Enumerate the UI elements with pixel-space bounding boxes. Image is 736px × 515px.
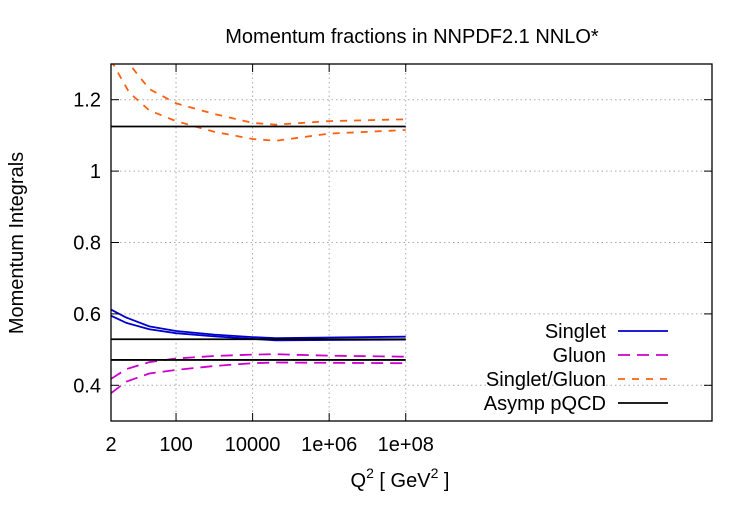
gluon-band-line [111, 353, 406, 380]
y-tick-label: 0.6 [73, 304, 101, 326]
x-axis-label: Q2 [ GeV2 ] [351, 465, 450, 492]
series-layer [111, 64, 406, 394]
y-tick-label: 0.8 [73, 233, 101, 255]
singlet-gluon-band-line [112, 64, 406, 142]
legend-label-singlet: Singlet [545, 321, 607, 343]
singlet-band-line [111, 308, 406, 340]
grid-lines [110, 64, 712, 421]
legend-label-gluon: Gluon [553, 345, 606, 367]
x-tick-label: 10000 [225, 434, 281, 456]
y-tick-label: 1 [90, 161, 101, 183]
y-axis-label: Momentum Integrals [6, 152, 28, 334]
y-tick-label: 0.4 [73, 375, 101, 397]
chart-title: Momentum fractions in NNPDF2.1 NNLO* [225, 26, 599, 48]
x-tick-label: 1e+08 [378, 434, 434, 456]
singlet-gluon-band-line [128, 64, 406, 126]
x-tick-label: 100 [159, 434, 192, 456]
legend-label-asymp-pqcd: Asymp pQCD [484, 393, 606, 415]
gluon-band-line [111, 361, 406, 394]
y-tick-label: 1.2 [73, 90, 101, 112]
x-tick-label: 2 [105, 434, 116, 456]
x-tick-label: 1e+06 [301, 434, 357, 456]
axis-ticks: 2 100 10000 1e+06 1e+08 0.4 0.6 0.8 1 1.2 [73, 64, 712, 456]
legend-label-singlet-gluon: Singlet/Gluon [486, 369, 606, 391]
